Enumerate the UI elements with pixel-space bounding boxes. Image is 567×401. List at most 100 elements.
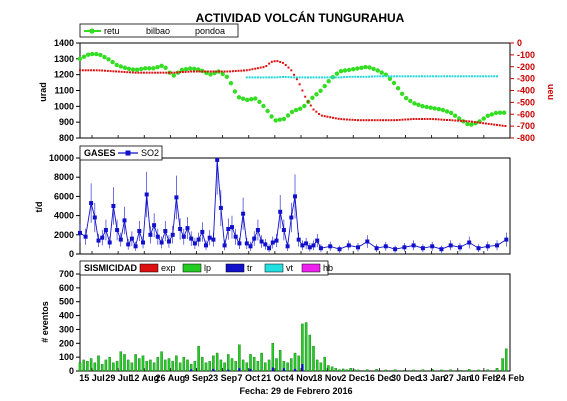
legend-tr-swatch (225, 263, 245, 273)
bilbao-point (259, 66, 262, 69)
pondoa-point (354, 75, 357, 78)
pondoa-point (290, 76, 293, 79)
bilbao-point (309, 104, 312, 107)
tilt-plot-area (79, 42, 511, 139)
retu-point (298, 106, 303, 111)
bilbao-point (376, 119, 379, 122)
bilbao-point (112, 70, 115, 73)
bilbao-point (87, 69, 90, 72)
retu-point (277, 117, 282, 122)
lp-bar (86, 361, 89, 372)
retu-point (501, 110, 507, 115)
so2-point (78, 230, 82, 235)
retu-point (408, 98, 413, 104)
seismic-y-label: # eventos (40, 301, 50, 343)
pondoa-point (471, 75, 473, 78)
bilbao-point (345, 118, 348, 121)
bilbao-point (276, 60, 279, 63)
so2-point (192, 241, 197, 246)
retu-point (452, 113, 458, 118)
gas-plot-area (79, 157, 511, 255)
bilbao-point (312, 108, 315, 111)
bilbao-point (407, 118, 410, 121)
lp-bar (138, 358, 141, 372)
retu-point (404, 95, 409, 101)
so2-point (233, 234, 238, 239)
so2-point (241, 211, 246, 216)
pondoa-point (415, 75, 418, 78)
pondoa-point (312, 76, 315, 79)
tr-bar (282, 368, 285, 371)
so2-point (237, 241, 242, 246)
so2-point (293, 194, 297, 199)
bilbao-point (307, 100, 309, 103)
lp-bar (486, 369, 490, 372)
pondoa-point (379, 75, 382, 78)
so2-point (196, 237, 201, 242)
so2-point (267, 246, 272, 251)
lp-bar (345, 369, 349, 372)
bilbao-point (142, 71, 145, 74)
tr-bar (301, 364, 304, 371)
pondoa-point (384, 75, 387, 78)
bilbao-point (465, 120, 468, 123)
seismic-tick-label: 400 (59, 311, 74, 321)
bilbao-point (298, 83, 301, 86)
gas-tick-label: 6000 (54, 191, 74, 201)
pondoa-point (329, 76, 332, 79)
lp-bar (108, 356, 111, 372)
bilbao-point (170, 71, 173, 74)
pondoa-point (496, 75, 498, 78)
bilbao-point (404, 118, 407, 121)
pondoa-point (432, 75, 435, 78)
tilt-right-tick-label: -100 (517, 50, 535, 60)
pondoa-point (270, 76, 273, 79)
lp-bar (275, 358, 278, 372)
bilbao-point (184, 70, 187, 73)
gas-tick-label: 0 (69, 249, 74, 259)
retu-point (102, 54, 107, 60)
tilt-right-tick-label: -400 (517, 86, 535, 96)
pondoa-point (370, 75, 373, 78)
lp-bar (193, 361, 197, 372)
retu-point (302, 103, 307, 109)
bilbao-point (290, 69, 293, 72)
retu-point (261, 103, 266, 109)
bilbao-point (323, 115, 326, 118)
lp-bar (412, 369, 415, 372)
seismic-legend-title: SISMICIDAD (84, 263, 138, 273)
bilbao-point (401, 118, 404, 121)
bilbao-point (156, 71, 159, 74)
pondoa-point (457, 75, 460, 78)
retu-point (493, 110, 499, 116)
lp-bar (208, 361, 211, 372)
bilbao-point (148, 71, 151, 74)
retu-point (265, 108, 270, 114)
lp-bar (201, 356, 204, 372)
retu-point (249, 97, 254, 102)
lp-bar (260, 352, 263, 372)
lp-bar (123, 354, 126, 372)
x-tick-label: 18 Nov (312, 373, 342, 383)
retu-point (489, 112, 494, 117)
legend-tr-label: tr (247, 263, 253, 273)
so2-point (439, 247, 444, 252)
bilbao-point (351, 118, 354, 121)
seismic-y-axis: 0 100 200 300 400 500 600 700 (59, 269, 80, 376)
lp-bar (164, 359, 167, 372)
bilbao-point (493, 123, 496, 126)
bilbao-point (482, 122, 485, 125)
bilbao-point (140, 71, 143, 74)
figure-title: ACTIVIDAD VOLCÁN TUNGURAHUA (196, 10, 405, 25)
bilbao-point (243, 69, 245, 72)
so2-point (278, 209, 283, 214)
lp-bar (308, 334, 312, 372)
x-tick-label: 29 Jul (105, 373, 131, 383)
tilt-right-tick-label: -800 (517, 133, 535, 143)
retu-point (436, 106, 441, 112)
retu-point (465, 121, 470, 127)
retu-point (428, 105, 433, 110)
pondoa-point (479, 75, 482, 78)
tr-bar (227, 369, 230, 371)
tilt-right-axis: -800 -700 -600 -500-400 -300 -200 -100 0 (510, 38, 535, 143)
